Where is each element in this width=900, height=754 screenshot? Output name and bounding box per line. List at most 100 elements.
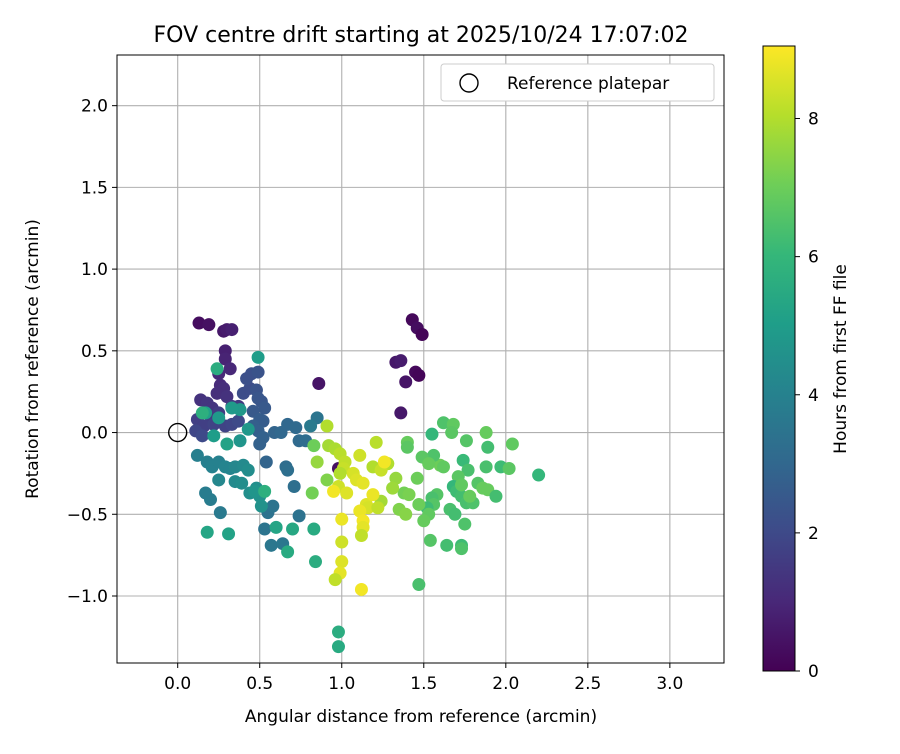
colorbar-tick-label: 4: [808, 386, 819, 406]
x-tick-label: 3.0: [656, 674, 683, 694]
data-point: [335, 555, 349, 569]
data-point: [354, 529, 368, 543]
data-point: [309, 555, 323, 569]
data-point: [394, 354, 408, 368]
data-point: [369, 435, 383, 449]
data-point: [422, 457, 436, 471]
x-tick-label: 1.0: [328, 674, 355, 694]
data-point: [340, 486, 354, 500]
colorbar: [762, 45, 796, 672]
data-point: [212, 411, 226, 425]
data-point: [415, 327, 429, 341]
colorbar-tick-label: 6: [808, 248, 819, 268]
data-point: [305, 486, 319, 500]
data-point: [436, 460, 450, 474]
data-point: [204, 493, 218, 507]
data-point: [192, 316, 206, 330]
data-point: [410, 471, 424, 485]
data-point: [423, 533, 437, 547]
data-point: [213, 506, 227, 520]
data-point: [264, 538, 278, 552]
y-tick-label: 1.5: [81, 178, 108, 198]
data-point: [394, 406, 408, 420]
data-point: [481, 440, 495, 454]
colorbar-tick-label: 0: [808, 662, 819, 682]
data-point: [225, 323, 239, 337]
data-point: [195, 406, 209, 420]
data-point: [248, 484, 262, 498]
data-point: [377, 455, 391, 469]
y-tick-label: 2.0: [81, 97, 108, 117]
colorbar-tick-label: 8: [808, 110, 819, 130]
data-point: [445, 426, 459, 440]
data-point: [289, 421, 303, 435]
data-point: [356, 476, 370, 490]
data-point: [354, 582, 368, 596]
data-point: [307, 522, 321, 536]
data-point: [456, 453, 470, 467]
data-point: [241, 463, 255, 477]
y-tick-label: 1.0: [81, 260, 108, 280]
data-point: [335, 512, 349, 526]
data-point: [320, 473, 334, 487]
data-points: [189, 313, 546, 654]
data-point: [353, 448, 367, 462]
x-tick-label: 1.5: [410, 674, 437, 694]
data-point: [202, 318, 216, 332]
plot-frame: [116, 54, 725, 664]
data-point: [286, 522, 300, 536]
data-point: [220, 390, 234, 404]
data-point: [463, 489, 477, 503]
data-point: [292, 509, 306, 523]
data-point: [331, 625, 345, 639]
data-point: [233, 434, 247, 448]
data-point: [231, 414, 245, 428]
data-point: [304, 419, 318, 433]
data-point: [417, 514, 431, 528]
chart-title: FOV centre drift starting at 2025/10/24 …: [154, 23, 689, 48]
data-point: [210, 386, 224, 400]
y-tick-label: 0.5: [81, 342, 108, 362]
data-point: [399, 375, 413, 389]
data-point: [312, 377, 326, 391]
data-point: [412, 368, 426, 382]
data-point: [210, 362, 224, 376]
x-axis-ticks: 0.0 0.5 1.0 1.5 2.0 2.5 3.0: [164, 663, 683, 694]
y-axis-ticks: −1.0 −0.5 0.0 0.5 1.0 1.5 2.0: [67, 97, 117, 607]
legend-box: [440, 63, 715, 102]
data-point: [440, 538, 454, 552]
y-tick-label: 0.0: [81, 424, 108, 444]
x-tick-label: 0.5: [246, 674, 273, 694]
data-point: [190, 448, 204, 462]
data-point: [489, 489, 503, 503]
data-point: [353, 504, 367, 518]
data-point: [412, 578, 426, 592]
data-point: [281, 545, 295, 559]
data-point: [371, 501, 385, 515]
data-point: [220, 437, 234, 451]
grid: [117, 55, 724, 663]
legend: Reference platepar: [440, 63, 715, 102]
data-point: [459, 434, 473, 448]
data-point: [333, 466, 347, 480]
data-point: [223, 362, 237, 376]
data-point: [532, 468, 546, 482]
data-point: [256, 414, 270, 428]
data-point: [458, 517, 472, 531]
data-point: [200, 525, 214, 539]
colorbar-label: Hours from first FF file: [831, 264, 851, 454]
data-point: [402, 488, 416, 502]
reference-point: [167, 422, 188, 443]
data-point: [254, 499, 268, 513]
data-point: [386, 481, 400, 495]
data-point: [479, 460, 493, 474]
data-point: [448, 507, 462, 521]
data-point: [235, 476, 249, 490]
data-point: [269, 520, 283, 534]
colorbar-ticks: 0 2 4 6 8: [795, 110, 819, 682]
data-point: [287, 479, 301, 493]
data-point: [502, 462, 516, 476]
x-axis-label: Angular distance from reference (arcmin): [245, 707, 597, 727]
data-point: [455, 542, 469, 556]
y-axis-label: Rotation from reference (arcmin): [23, 219, 43, 499]
